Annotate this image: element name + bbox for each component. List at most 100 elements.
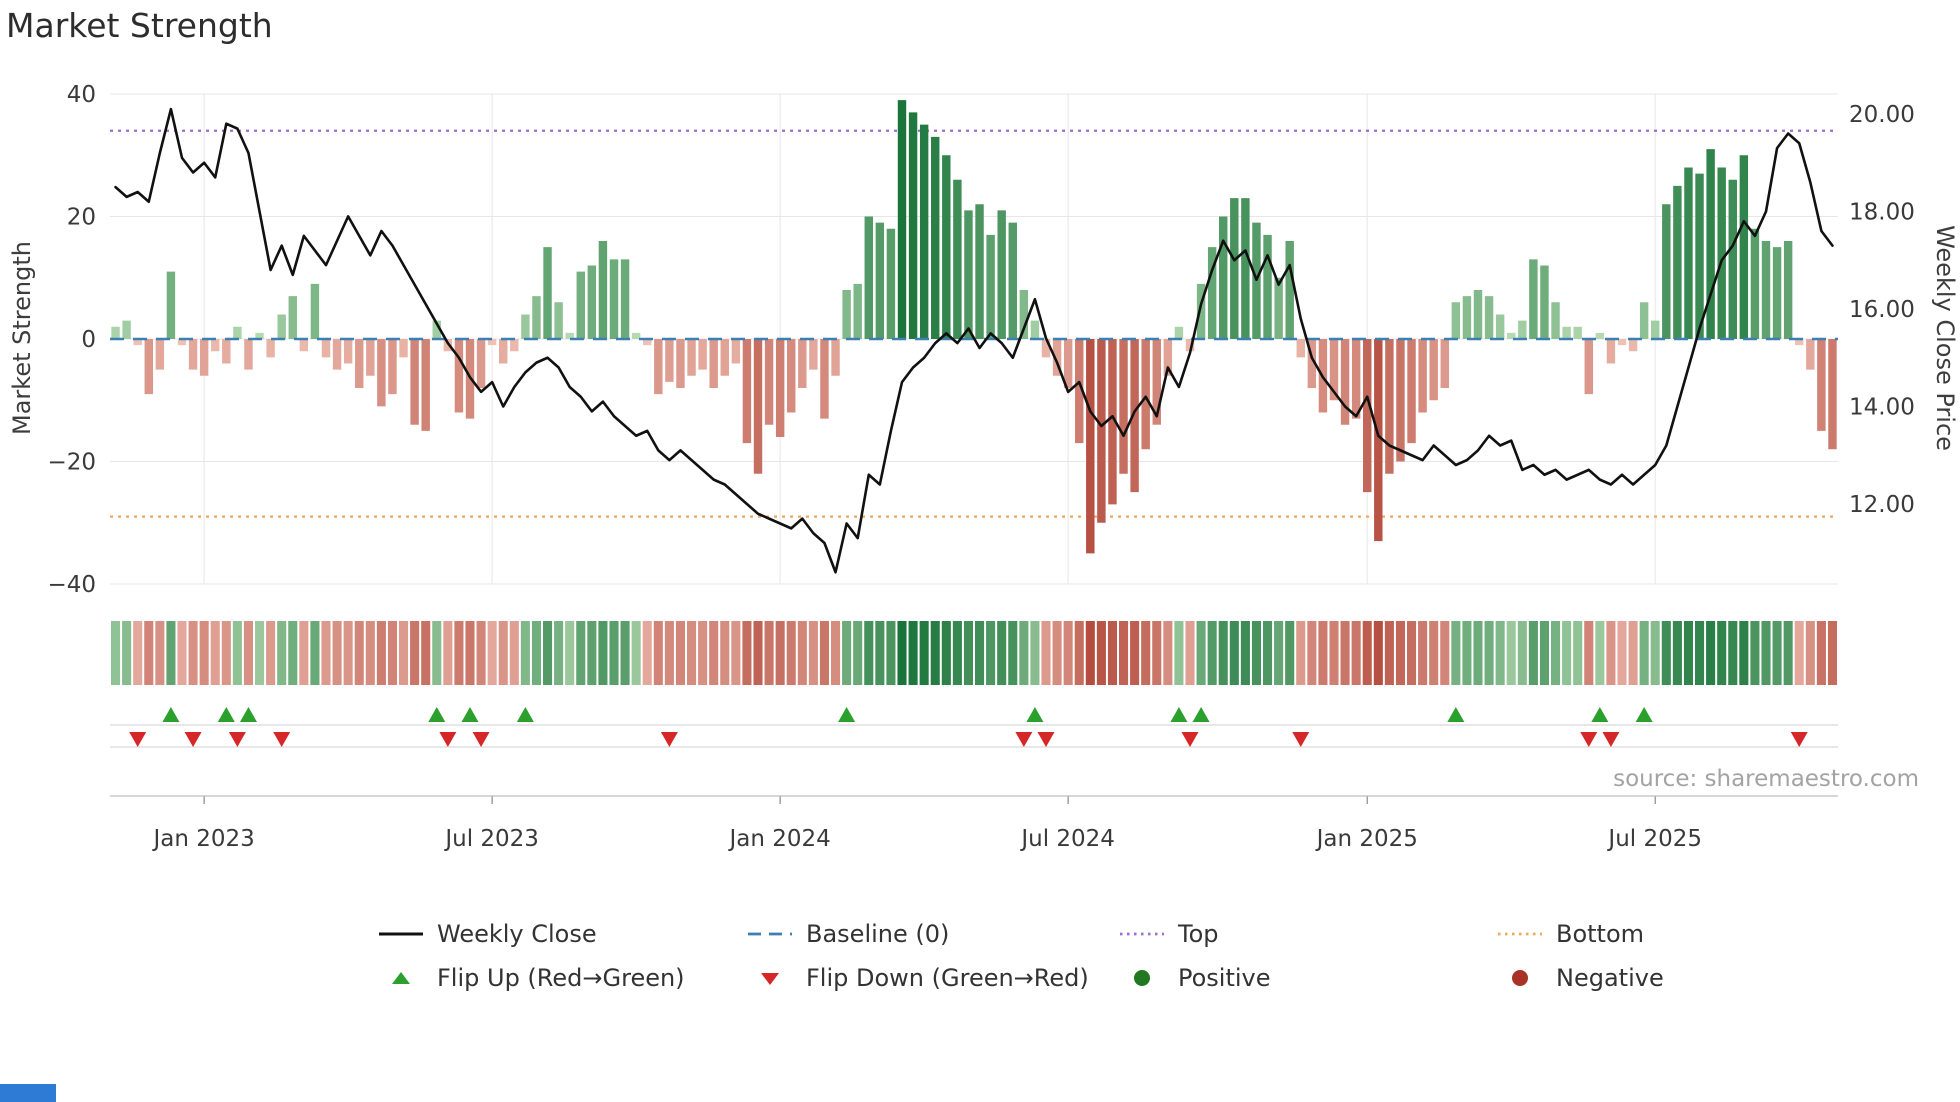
heatmap-cell xyxy=(1008,621,1018,685)
heatmap-cell xyxy=(1750,621,1760,685)
heatmap-cell xyxy=(1285,621,1295,685)
strength-bar xyxy=(355,339,364,388)
flip-up-marker xyxy=(1192,707,1210,722)
heatmap-cell xyxy=(1606,621,1616,685)
heatmap-cell xyxy=(941,621,951,685)
strength-bar xyxy=(1340,339,1350,425)
heatmap-cell xyxy=(399,621,409,685)
legend-label: Negative xyxy=(1556,964,1664,992)
triangle-down-swatch-icon xyxy=(761,973,779,985)
heatmap-cell xyxy=(1096,621,1106,685)
heatmap-cell xyxy=(908,621,918,685)
heatmap-cell xyxy=(709,621,719,685)
heatmap-cell xyxy=(1274,621,1284,685)
strength-bar xyxy=(499,339,508,364)
left-axis-tick-label: 40 xyxy=(67,82,96,108)
strength-bar xyxy=(233,326,242,339)
strength-bar xyxy=(1684,167,1693,339)
flip-up-marker xyxy=(516,707,534,722)
strength-bar xyxy=(1595,332,1605,339)
strength-bar xyxy=(1761,241,1771,339)
strength-bar xyxy=(211,339,220,352)
dotted-line-swatch-icon xyxy=(1498,932,1542,936)
flip-up-marker xyxy=(217,707,235,722)
circle-glyph xyxy=(1134,970,1150,986)
heatmap-cell xyxy=(554,621,564,685)
heatmap-cell xyxy=(1362,621,1372,685)
strength-bar xyxy=(1529,259,1538,339)
heatmap-cell xyxy=(819,621,829,685)
price-line xyxy=(114,107,1834,574)
strength-bar xyxy=(1628,339,1638,352)
flip-down-marker xyxy=(1037,732,1055,747)
strength-bar xyxy=(1484,296,1494,339)
x-axis-tick-label: Jan 2023 xyxy=(151,826,254,852)
strength-bar xyxy=(1662,204,1671,339)
heatmap-cell xyxy=(1152,621,1162,685)
heatmap-cell xyxy=(1650,621,1660,685)
strength-bar xyxy=(787,339,796,413)
heatmap-cell xyxy=(365,621,375,685)
heatmap-cell xyxy=(277,621,287,685)
strength-bar xyxy=(487,339,497,346)
heatmap-cell xyxy=(310,621,320,685)
heatmap-cell xyxy=(842,621,852,685)
flip-up-marker xyxy=(1026,707,1044,722)
heatmap-cell xyxy=(1683,621,1693,685)
strength-bar xyxy=(1606,339,1616,364)
triangle-up-glyph xyxy=(392,972,410,984)
strength-bar xyxy=(1374,339,1383,542)
x-axis-tick-label: Jan 2025 xyxy=(1315,826,1418,852)
strength-bar xyxy=(332,339,342,370)
strength-bar xyxy=(1075,339,1084,444)
right-axis-tick-label: 12.00 xyxy=(1849,492,1915,518)
heatmap-cell xyxy=(509,621,519,685)
right-axis-tick-label: 20.00 xyxy=(1849,102,1915,128)
heatmap-cell xyxy=(1661,621,1671,685)
strength-bar xyxy=(831,339,840,376)
strength-bar xyxy=(1329,339,1339,401)
heatmap-cell xyxy=(421,621,431,685)
heatmap-cell xyxy=(1728,621,1738,685)
heatmap-cell xyxy=(1218,621,1228,685)
strength-bar xyxy=(111,326,120,339)
strength-bar xyxy=(1241,198,1250,339)
heatmap-cell xyxy=(1772,621,1782,685)
strength-bar xyxy=(1219,216,1228,339)
heatmap-cell xyxy=(897,621,907,685)
triangle-down-glyph xyxy=(761,973,779,985)
flip-down-marker xyxy=(439,732,457,747)
circle-swatch-icon xyxy=(1134,970,1150,986)
heatmap-cell xyxy=(487,621,497,685)
heatmap-cell xyxy=(1185,621,1195,685)
source-text: source: sharemaestro.com xyxy=(1613,766,1919,792)
strength-bar xyxy=(1141,339,1150,450)
legend-label: Flip Up (Red→Green) xyxy=(437,964,685,992)
heatmap-cell xyxy=(576,621,586,685)
heatmap-cell xyxy=(166,621,176,685)
strength-bar xyxy=(421,339,430,431)
heatmap-cell xyxy=(753,621,763,685)
x-axis-tick-label: Jul 2024 xyxy=(1019,826,1115,852)
heatmap-cell xyxy=(443,621,453,685)
legend-item-baseline-0: Baseline (0) xyxy=(747,920,1119,948)
heatmap-cell xyxy=(775,621,785,685)
strength-bar xyxy=(1307,339,1317,388)
strength-bar xyxy=(654,339,663,395)
strength-bar xyxy=(631,332,641,339)
heatmap-cell xyxy=(1562,621,1572,685)
strength-bar xyxy=(698,339,707,370)
heatmap-cell xyxy=(476,621,486,685)
heatmap-cell xyxy=(177,621,187,685)
heatmap-cell xyxy=(1407,621,1417,685)
heatmap-cell xyxy=(1240,621,1250,685)
heatmap-cell xyxy=(221,621,231,685)
flip-down-marker xyxy=(184,732,202,747)
heatmap-cell xyxy=(975,621,985,685)
strength-bar xyxy=(1639,302,1649,339)
strength-bar xyxy=(1551,302,1560,339)
strength-bar xyxy=(532,296,541,339)
flip-up-marker xyxy=(1635,707,1653,722)
heatmap-cell xyxy=(188,621,198,685)
strength-bar xyxy=(1086,339,1095,554)
